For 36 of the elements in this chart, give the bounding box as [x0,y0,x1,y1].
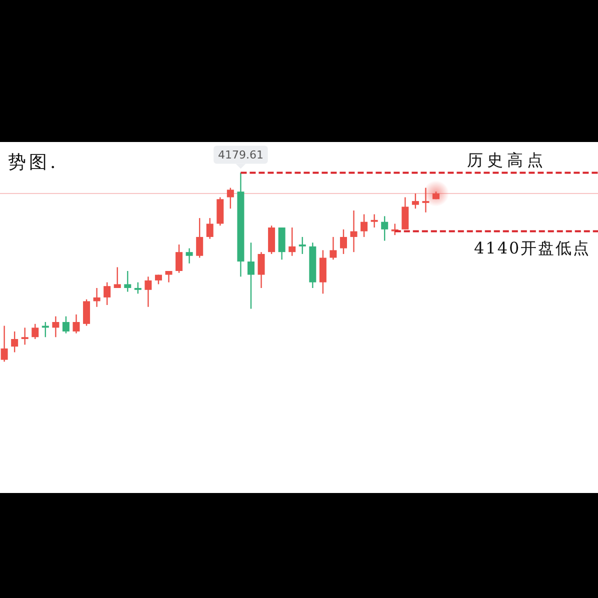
candlestick [32,323,39,340]
candlestick [104,282,111,306]
candlestick [11,330,18,353]
candlestick [186,248,193,264]
candlestick [412,192,419,210]
candlestick [350,210,358,253]
annotation: 4179.61 [218,148,264,162]
candlestick [176,244,183,274]
candlestick [288,226,296,256]
candlestick [134,282,142,294]
candlestick [298,236,306,255]
candlestick [21,327,28,346]
candlestick [124,270,132,292]
candlestick [72,314,80,334]
chart-title: 势图. [8,152,59,173]
candlestick [144,276,152,308]
candlestick [52,316,60,338]
candlestick [330,236,337,260]
candlestick [206,217,214,240]
candlestick [196,217,204,258]
candlestick [93,287,100,308]
ref-line-label: 4140开盘低点 [474,238,591,258]
candlestick [422,187,430,213]
candlestick [0,325,8,362]
candlestick [247,242,254,310]
candlestick [83,298,90,326]
candlestick [360,214,368,238]
ref-line-label: 历史高点 [467,150,547,170]
candlestick [381,216,388,242]
candlestick [62,316,70,334]
candlestick [370,214,378,228]
candlestick [402,196,409,230]
candlestick [340,228,347,255]
candlestick [114,266,121,289]
candlestick [226,187,234,210]
candlestick [258,251,265,289]
